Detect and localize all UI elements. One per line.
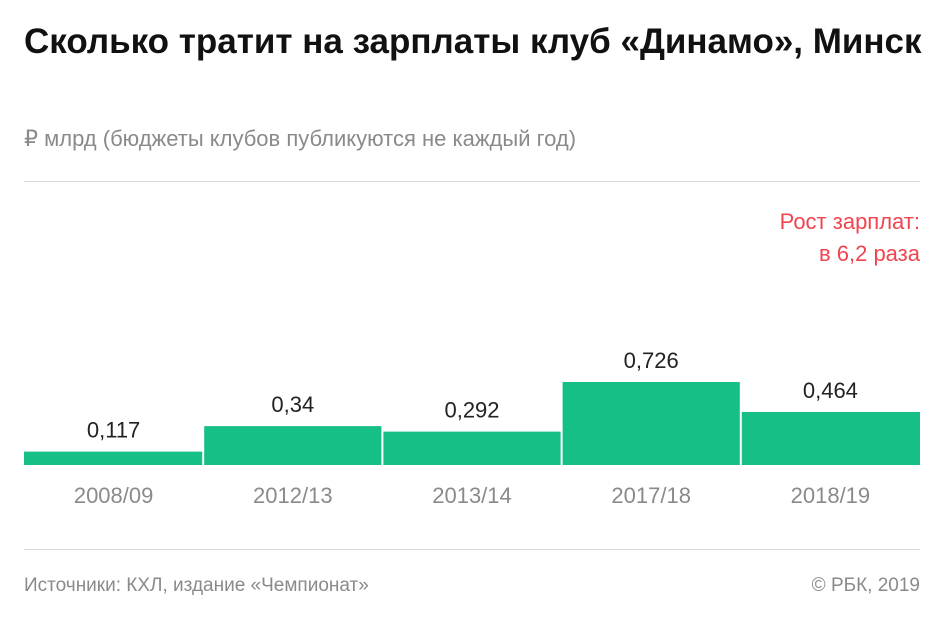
bar-2013-14 — [383, 431, 561, 465]
x-tick-label: 2018/19 — [791, 483, 871, 508]
top-divider — [24, 181, 920, 182]
value-label: 0,464 — [803, 378, 858, 403]
value-label: 0,292 — [444, 398, 499, 423]
value-label: 0,34 — [271, 392, 314, 417]
value-label: 0,726 — [624, 348, 679, 373]
x-tick-label: 2012/13 — [253, 483, 333, 508]
growth-annotation-line-1: Рост зарплат: — [779, 209, 920, 234]
bar-2008-09 — [24, 451, 203, 465]
bottom-divider — [24, 549, 920, 550]
x-tick-label: 2008/09 — [74, 483, 154, 508]
growth-annotation-line-2: в 6,2 раза — [818, 241, 920, 266]
value-label: 0,117 — [87, 418, 140, 443]
x-tick-label: 2013/14 — [432, 483, 512, 508]
chart-subtitle: ₽ млрд (бюджеты клубов публикуются не ка… — [24, 126, 577, 151]
bar-2017-18 — [562, 382, 740, 465]
chart-title: Сколько тратит на зарплаты клуб «Динамо»… — [24, 22, 922, 61]
bar-2012-13 — [204, 426, 382, 465]
x-tick-label: 2017/18 — [611, 483, 691, 508]
source-note: Источники: КХЛ, издание «Чемпионат» — [24, 575, 369, 596]
bar-2018-19 — [741, 411, 920, 465]
growth-annotation: Рост зарплат: в 6,2 раза — [780, 206, 920, 270]
copyright-note: © РБК, 2019 — [811, 575, 920, 596]
